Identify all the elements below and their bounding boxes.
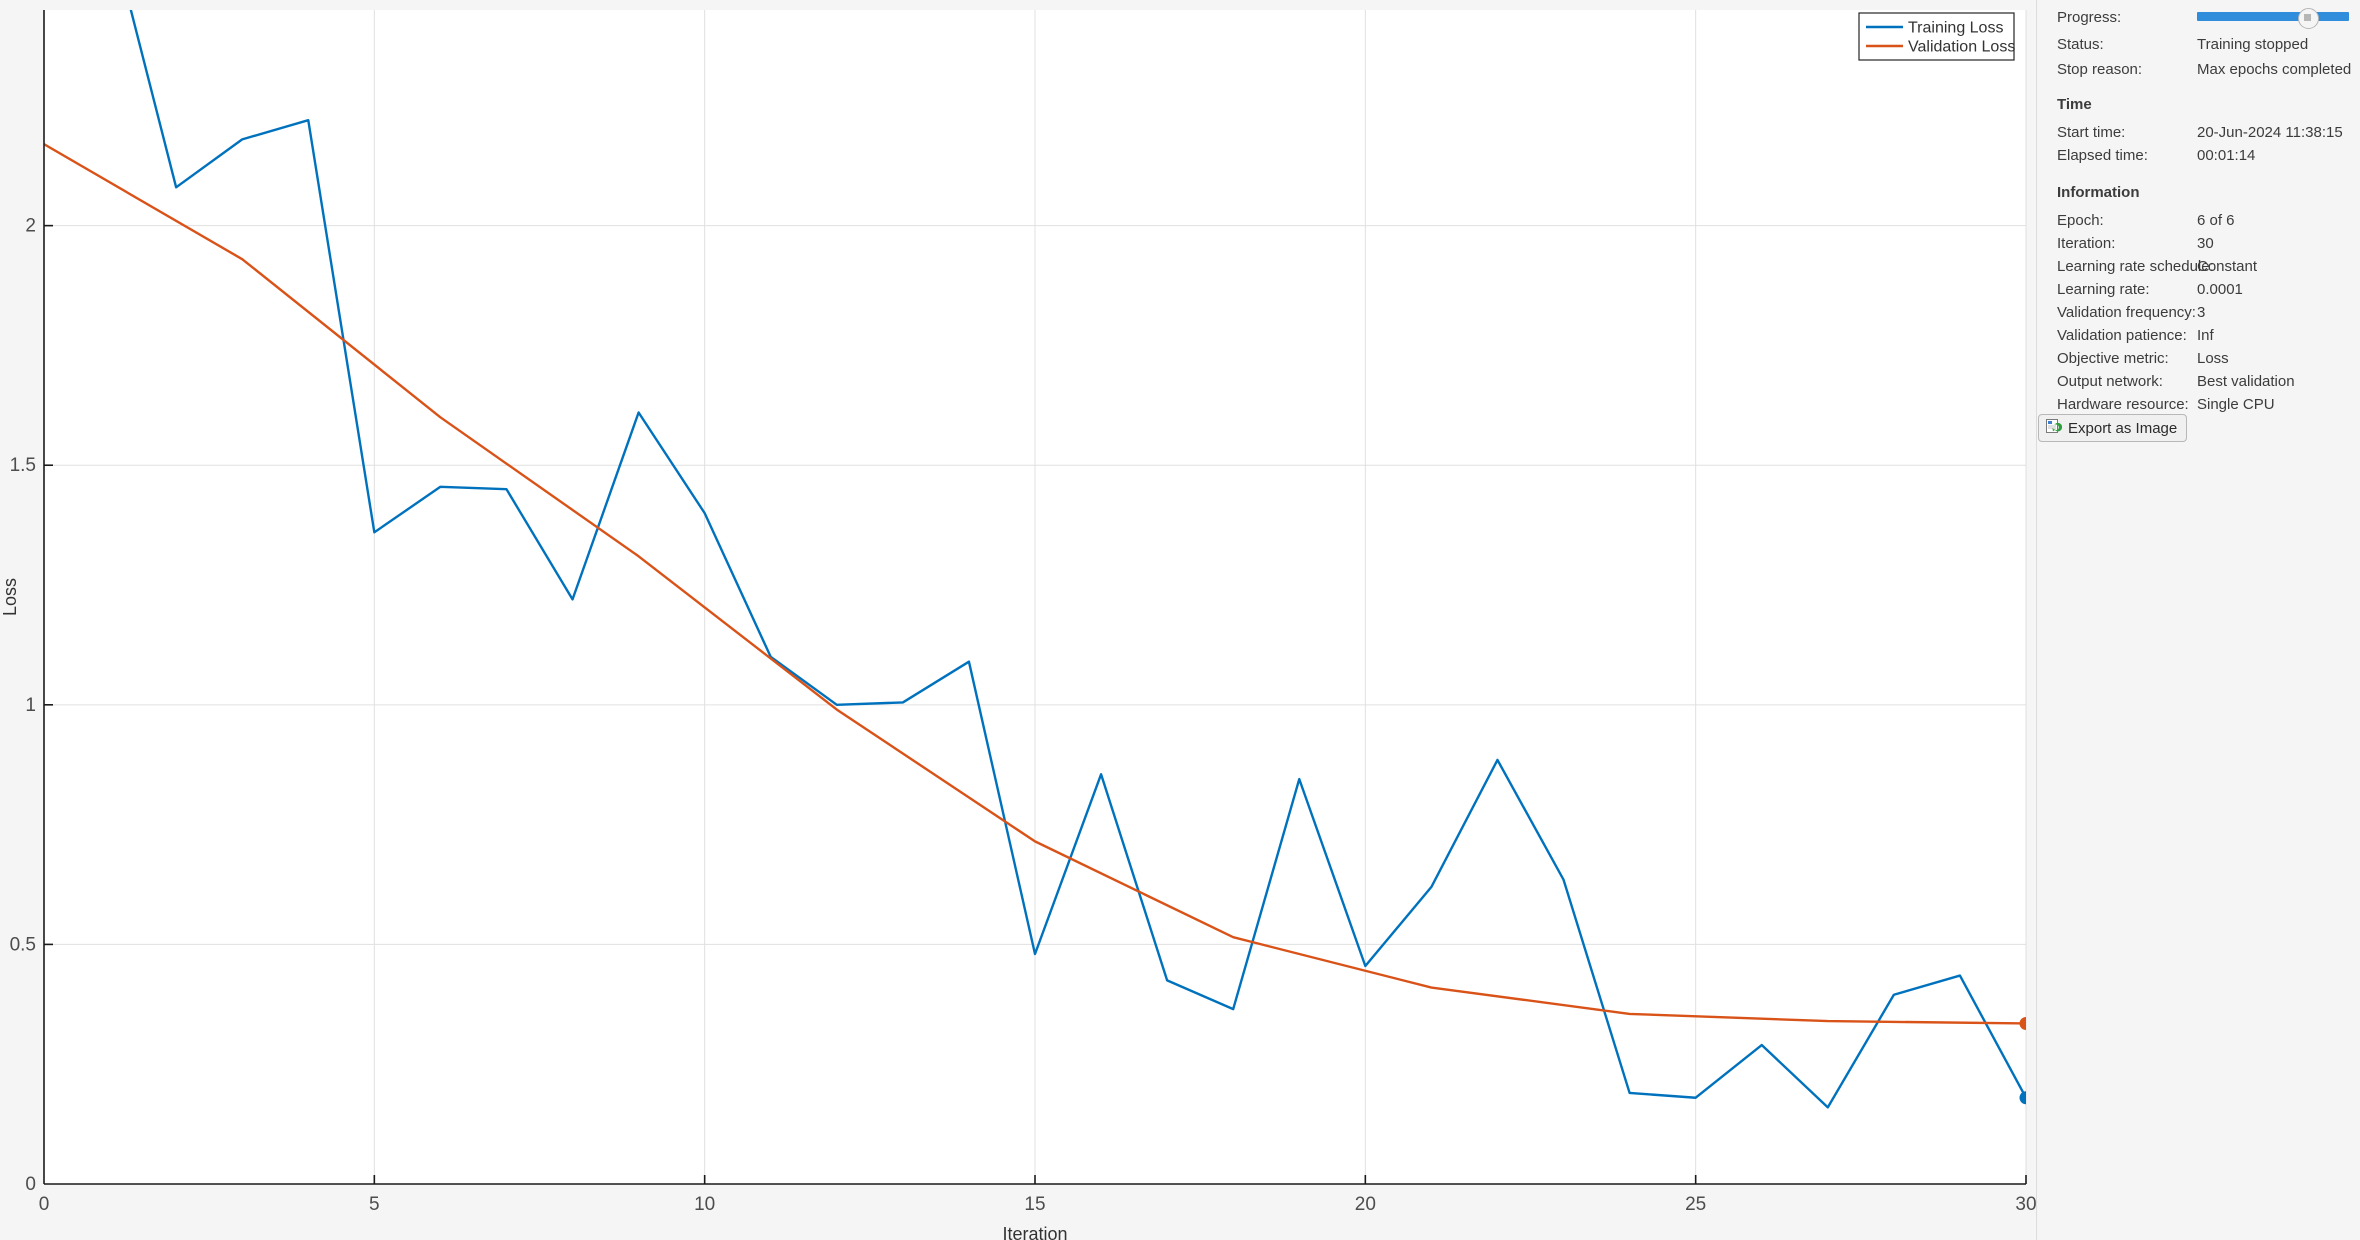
output-network-value: Best validation [2197, 373, 2295, 390]
objective-metric-label: Objective metric: [2057, 350, 2169, 367]
series-line-training-loss [129, 10, 2026, 1109]
y-axis-label: Loss [0, 578, 20, 616]
validation-frequency-value: 3 [2197, 304, 2206, 321]
y-tick-label: 1 [25, 695, 36, 716]
x-tick-label: 15 [1024, 1194, 1045, 1215]
lr-schedule-label: Learning rate schedule: [2057, 258, 2214, 275]
information-section-heading: Information [2057, 184, 2140, 201]
hardware-resource-value: Single CPU [2197, 396, 2275, 413]
start-time-label: Start time: [2057, 124, 2126, 141]
progress-bar-fill [2197, 12, 2349, 21]
legend-label: Training Loss [1908, 20, 2003, 37]
validation-patience-label: Validation patience: [2057, 327, 2187, 344]
legend-label: Validation Loss [1908, 39, 2015, 56]
x-tick-label: 20 [1355, 1194, 1376, 1215]
export-button-label: Export as Image [2068, 419, 2178, 437]
stop-reason-value: Max epochs completed [2197, 61, 2352, 78]
loss-chart: 0.511.520 5 10 15 20 25 300IterationLossTraini… [0, 10, 2036, 1240]
x-tick-label: 30 [2015, 1194, 2036, 1215]
elapsed-time-value: 00:01:14 [2197, 147, 2256, 164]
training-plot-panel: 0.5 1 1.5 2 0 5 10 15 20 25 30 0 Iteration Loss Traini… [0, 10, 2036, 1240]
status-label: Status: [2057, 36, 2104, 53]
lr-schedule-value: Constant [2197, 258, 2258, 275]
learning-rate-label: Learning rate: [2057, 281, 2150, 298]
x-tick-label: 0 [39, 1194, 50, 1215]
epoch-label: Epoch: [2057, 212, 2104, 229]
chart-legend: Training Loss Validation Loss [1858, 12, 2015, 61]
training-info-sidebar: Progress: Status: Training stopped Stop … [2036, 0, 2360, 1240]
stop-square-icon [2304, 14, 2311, 21]
validation-patience-value: Inf [2197, 327, 2214, 344]
time-section-heading: Time [2057, 96, 2092, 113]
export-image-icon [2045, 418, 2063, 439]
start-time-value: 20-Jun-2024 11:38:15 [2197, 124, 2343, 141]
stop-reason-label: Stop reason: [2057, 61, 2143, 78]
x-axis-label: Iteration [1002, 1224, 1067, 1240]
status-value: Training stopped [2197, 36, 2309, 53]
end-marker-training-loss [2019, 1091, 2026, 1105]
elapsed-time-label: Elapsed time: [2057, 147, 2148, 164]
progress-label: Progress: [2057, 9, 2122, 26]
hardware-resource-label: Hardware resource: [2057, 396, 2189, 413]
stop-training-button[interactable] [2298, 8, 2319, 29]
progress-bar [2197, 12, 2349, 21]
output-network-label: Output network: [2057, 373, 2163, 390]
x-tick-label: 10 [694, 1194, 715, 1215]
iteration-value: 30 [2197, 235, 2214, 252]
y-tick-label: 1.5 [10, 455, 36, 476]
x-tick-label: 25 [1685, 1194, 1706, 1215]
iteration-label: Iteration: [2057, 235, 2116, 252]
x-tick-label: 5 [369, 1194, 380, 1215]
series-line-validation-loss [44, 142, 2026, 1025]
epoch-value: 6 of 6 [2197, 212, 2235, 229]
y-tick-label: 0.5 [10, 934, 36, 955]
export-as-image-button[interactable]: Export as Image [2038, 414, 2188, 442]
y-tick-label-zero: 0 [25, 1174, 36, 1195]
y-tick-label: 2 [25, 216, 36, 237]
end-marker-validation-loss [2019, 1016, 2026, 1030]
validation-frequency-label: Validation frequency: [2057, 304, 2196, 321]
learning-rate-value: 0.0001 [2197, 281, 2243, 298]
objective-metric-value: Loss [2197, 350, 2229, 367]
